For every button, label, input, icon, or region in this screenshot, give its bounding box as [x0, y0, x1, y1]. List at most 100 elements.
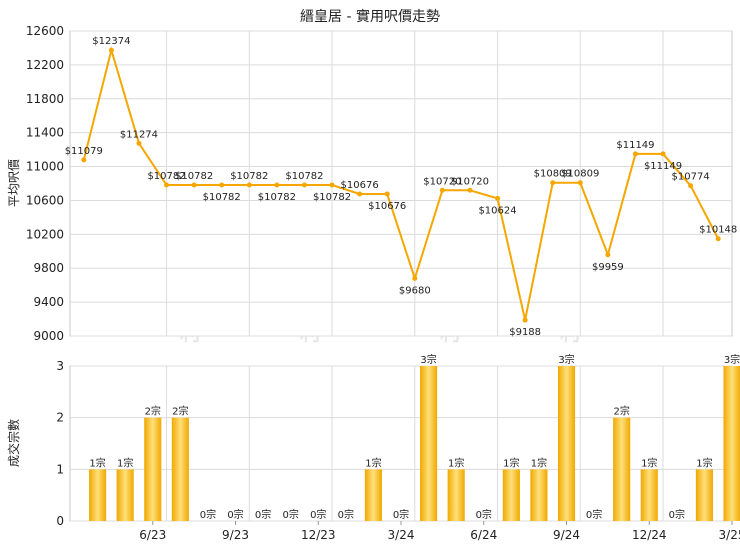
price-point: [274, 182, 280, 188]
price-y-axis-title: 平均呎價: [7, 159, 21, 207]
volume-y-axis-title: 成交宗數: [6, 419, 21, 467]
volume-labels: 1宗 1宗 2宗 2宗 0宗 0宗 0宗 0宗 0宗 0宗 1宗 0宗 3宗 1宗 0宗 1宗 1宗 3宗 0宗 2宗…: [89, 353, 740, 521]
price-point: [632, 151, 638, 157]
price-point: [660, 151, 666, 157]
volume-data-label: 0宗: [338, 508, 354, 521]
price-data-label: $10782: [230, 171, 268, 182]
volume-data-label: 2宗: [172, 405, 188, 418]
volume-data-label: 3宗: [558, 353, 574, 366]
volume-data-label: 0宗: [255, 508, 271, 521]
x-tick-label: 9/23: [222, 528, 249, 542]
price-data-label: $10809: [561, 169, 599, 180]
price-point: [301, 182, 307, 188]
volume-data-label: 1宗: [503, 456, 519, 469]
price-data-label: $10624: [478, 205, 516, 216]
price-point: [246, 182, 252, 188]
volume-data-label: 1宗: [365, 456, 381, 469]
price-data-label: $10809: [534, 169, 572, 180]
volume-bar: [171, 417, 189, 521]
volume-bar: [89, 469, 107, 521]
volume-bar: [144, 417, 162, 521]
price-data-label: $10782: [313, 192, 351, 203]
price-data-label: $11079: [65, 146, 103, 157]
price-y-tick: 9000: [33, 329, 64, 343]
price-data-label: $9188: [509, 327, 541, 338]
price-y-tick: 12200: [26, 58, 64, 72]
volume-y-ticks: 0 1 2 3: [56, 359, 64, 528]
volume-data-label: 0宗: [476, 508, 492, 521]
price-point: [715, 236, 721, 242]
price-y-tick: 10600: [26, 193, 64, 207]
volume-bar: [613, 417, 631, 521]
volume-bar: [557, 366, 576, 521]
price-point: [439, 187, 445, 193]
volume-data-label: 1宗: [641, 456, 657, 469]
price-point: [467, 187, 473, 193]
volume-data-label: 0宗: [227, 508, 243, 521]
price-data-label: $11274: [120, 129, 158, 140]
price-line: [82, 46, 720, 321]
price-y-tick: 11800: [26, 92, 64, 106]
x-tick-label: 3/24: [388, 528, 415, 542]
volume-bar: [447, 469, 465, 521]
price-data-label: $10720: [423, 176, 461, 187]
price-y-tick: 11000: [26, 160, 64, 174]
price-point: [219, 182, 225, 188]
price-data-label: $10782: [203, 192, 241, 203]
price-data-label: $10782: [175, 171, 213, 182]
price-point: [191, 182, 197, 188]
price-y-ticks: 9000 9400 9800 10200 10600 11000 11400 11800 122…: [26, 24, 64, 343]
volume-data-label: 0宗: [200, 508, 216, 521]
price-points: [81, 47, 721, 323]
volume-data-label: 1宗: [531, 456, 547, 469]
volume-data-label: 0宗: [310, 508, 326, 521]
price-point: [688, 183, 694, 189]
x-tick-label: 12/24: [632, 528, 667, 542]
x-tick-label: 12/23: [301, 528, 336, 542]
volume-data-label: 1宗: [448, 456, 464, 469]
volume-y-tick: 1: [56, 462, 64, 476]
x-tick-label: 6/24: [470, 528, 497, 542]
price-y-tick: 9400: [33, 295, 64, 309]
price-point: [522, 317, 528, 323]
price-data-label: $10774: [672, 172, 710, 183]
volume-y-tick: 3: [56, 359, 64, 373]
price-point: [108, 47, 114, 53]
price-data-label: $11149: [644, 161, 682, 172]
volume-y-tick: 2: [56, 411, 64, 425]
volume-data-label: 1宗: [696, 456, 712, 469]
price-data-label: $10782: [258, 192, 296, 203]
price-y-tick: 9800: [33, 261, 64, 275]
x-tick-label: 6/23: [139, 528, 166, 542]
volume-data-label: 0宗: [669, 508, 685, 521]
price-data-label: $10148: [699, 225, 737, 236]
volume-data-label: 2宗: [613, 405, 629, 418]
volume-bar: [502, 469, 520, 521]
volume-bar: [640, 469, 658, 521]
volume-bar: [420, 366, 438, 521]
price-data-label: $10676: [368, 201, 406, 212]
price-point: [605, 252, 611, 258]
price-y-tick: 10200: [26, 227, 64, 241]
volume-y-tick: 0: [56, 514, 64, 528]
price-y-tick: 11400: [26, 126, 64, 140]
price-data-label: $10782: [147, 171, 185, 182]
volume-bars: [89, 366, 740, 521]
price-plot-area: [69, 30, 733, 337]
price-data-label: $10720: [451, 176, 489, 187]
volume-data-label: 0宗: [586, 508, 602, 521]
price-data-label: $12374: [92, 36, 130, 47]
price-point: [136, 140, 142, 146]
volume-data-label: 1宗: [117, 456, 133, 469]
volume-plot-area: [69, 365, 733, 522]
volume-bar: [530, 469, 548, 521]
price-point: [577, 180, 583, 186]
price-point: [412, 275, 418, 281]
price-point: [550, 180, 556, 186]
volume-data-label: 0宗: [393, 508, 409, 521]
price-y-tick: 12600: [26, 24, 64, 38]
volume-bar: [116, 469, 134, 521]
price-point: [329, 182, 335, 188]
volume-bar: [695, 469, 713, 521]
